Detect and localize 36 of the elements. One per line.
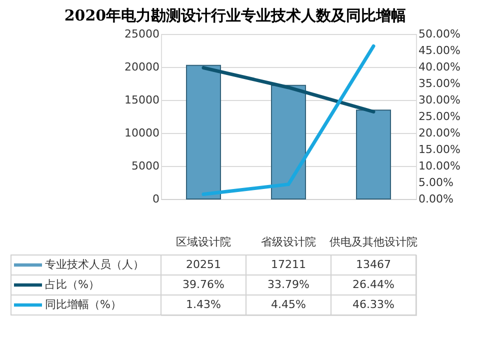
y-tick-label: 0 [152,192,160,206]
data-label: 4.45% [271,298,306,311]
y2-tick-label: 45.00% [418,44,460,57]
legend-label: 同比增幅（%） [45,298,122,311]
data-label: 17211 [271,258,306,271]
y2-tick-label: 35.00% [418,77,460,90]
y2-tick-label: 25.00% [418,110,460,123]
y2-tick-label: 5.00% [418,176,454,189]
y2-tick-label: 30.00% [418,94,460,106]
y2-tick-label: 0.00% [418,192,454,206]
y2-tick-label: 15.00% [418,143,460,156]
y-tick-label: 25000 [124,28,160,40]
bar [186,64,221,200]
y2-tick-label: 50.00% [418,28,460,40]
bar [271,84,306,200]
data-label: 1.43% [186,298,221,311]
x-tick-label: 省级设计院 [261,236,316,248]
data-label: 13467 [356,258,391,271]
y2-tick-label: 20.00% [418,126,460,140]
y2-tick-label: 10.00% [418,160,460,172]
y-tick-label: 10000 [124,126,160,140]
data-label: 46.33% [352,298,394,311]
data-label: 20251 [186,258,221,271]
y2-tick-label: 40.00% [418,60,460,74]
x-tick-label: 区域设计院 [176,236,231,248]
y-tick-label: 5000 [132,160,160,172]
data-label: 33.79% [268,278,310,291]
legend-label: 占比（%） [45,278,100,291]
data-label: 39.76% [182,278,224,291]
y-tick-label: 20000 [124,60,160,74]
x-tick-label: 供电及其他设计院 [330,236,418,248]
chart-title: 2020年电力勘测设计行业专业技术人数及同比增幅 [64,6,406,24]
data-label: 26.44% [352,278,394,291]
y-tick-label: 15000 [124,94,160,106]
bar [356,110,391,200]
legend-label: 专业技术人员（人） [45,258,144,271]
